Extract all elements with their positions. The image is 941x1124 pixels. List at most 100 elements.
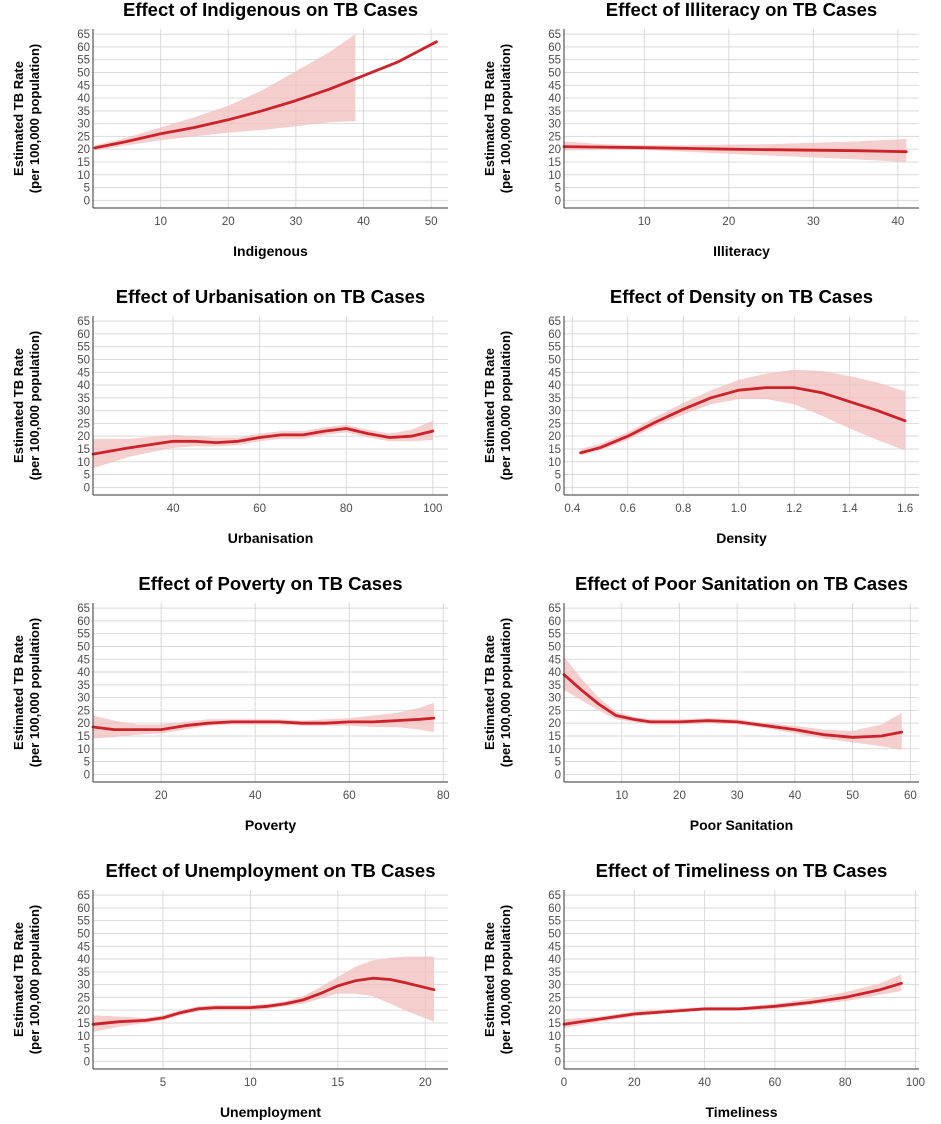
y-tick-label: 60	[77, 903, 90, 915]
confidence-band	[93, 420, 433, 469]
x-tick-label: 40	[167, 503, 180, 515]
y-tick-label: 45	[77, 941, 90, 953]
y-tick-label: 25	[77, 705, 90, 717]
y-axis-label: Estimated TB Rate(per 100,000 population…	[482, 44, 513, 194]
y-tick-label: 50	[548, 928, 561, 940]
x-tick-label: 0.6	[620, 503, 636, 515]
y-tick-label: 60	[77, 616, 90, 628]
x-tick-label: 0	[561, 1077, 567, 1089]
y-axis-label: Estimated TB Rate(per 100,000 population…	[11, 905, 42, 1055]
y-tick-label: 5	[84, 757, 90, 769]
x-tick-label: 10	[244, 1077, 257, 1089]
fitted-line	[562, 981, 903, 1026]
y-tick-label: 45	[548, 80, 561, 92]
y-tick-label: 55	[77, 55, 90, 67]
x-tick-label: 20	[673, 790, 686, 802]
y-tick-label: 55	[77, 916, 90, 928]
y-tick-label: 20	[548, 1005, 561, 1017]
y-tick-label: 5	[84, 183, 90, 195]
y-tick-label: 10	[548, 744, 561, 756]
chart-title: Effect of Illiteracy on TB Cases	[606, 0, 877, 20]
y-tick-label: 25	[548, 418, 561, 430]
y-tick-label: 10	[77, 1031, 90, 1043]
chart-title: Effect of Urbanisation on TB Cases	[116, 287, 425, 307]
fitted-line	[562, 145, 908, 154]
y-tick-label: 60	[77, 42, 90, 54]
y-tick-label: 10	[548, 170, 561, 182]
y-tick-label: 20	[77, 431, 90, 443]
x-axis-label: Poverty	[245, 817, 297, 833]
y-tick-label: 20	[77, 1005, 90, 1017]
y-tick-label: 45	[548, 367, 561, 379]
y-tick-label: 10	[77, 170, 90, 182]
y-axis-label: Estimated TB Rate(per 100,000 population…	[482, 618, 513, 768]
y-tick-label: 0	[84, 195, 90, 207]
x-tick-label: 50	[846, 790, 859, 802]
x-tick-label: 50	[425, 216, 438, 228]
x-tick-label: 1.6	[897, 503, 913, 515]
x-tick-label: 10	[154, 216, 167, 228]
y-tick-label: 10	[77, 744, 90, 756]
y-tick-label: 65	[548, 890, 561, 902]
y-tick-label: 0	[84, 482, 90, 494]
y-tick-label: 35	[77, 393, 90, 405]
y-tick-label: 65	[77, 29, 90, 41]
y-tick-label: 45	[548, 654, 561, 666]
y-tick-label: 20	[548, 718, 561, 730]
y-tick-label: 55	[548, 916, 561, 928]
x-axis-label: Indigenous	[233, 243, 308, 259]
x-tick-label: 10	[638, 216, 651, 228]
x-tick-label: 40	[249, 790, 262, 802]
y-tick-label: 40	[548, 93, 561, 105]
y-tick-label: 5	[555, 183, 561, 195]
y-tick-label: 45	[77, 367, 90, 379]
y-tick-label: 55	[548, 629, 561, 641]
chart-title: Effect of Poverty on TB Cases	[138, 574, 402, 594]
y-tick-label: 35	[548, 967, 561, 979]
x-tick-label: 20	[222, 216, 235, 228]
y-tick-label: 50	[77, 67, 90, 79]
y-tick-label: 40	[548, 954, 561, 966]
y-tick-label: 0	[555, 482, 561, 494]
x-tick-label: 1.4	[842, 503, 859, 515]
x-tick-label: 60	[768, 1077, 781, 1089]
y-tick-label: 25	[77, 131, 90, 143]
x-tick-label: 80	[340, 503, 353, 515]
x-tick-label: 30	[731, 790, 744, 802]
y-tick-label: 15	[77, 1018, 90, 1030]
y-tick-label: 50	[77, 354, 90, 366]
y-tick-label: 50	[77, 928, 90, 940]
x-tick-label: 40	[698, 1077, 711, 1089]
y-tick-label: 25	[548, 131, 561, 143]
y-axis-label: Estimated TB Rate(per 100,000 population…	[482, 331, 513, 481]
y-tick-label: 15	[77, 731, 90, 743]
x-tick-label: 5	[160, 1077, 166, 1089]
y-tick-label: 35	[77, 106, 90, 118]
y-tick-label: 0	[555, 195, 561, 207]
x-axis-label: Density	[716, 530, 767, 546]
y-tick-label: 10	[548, 1031, 561, 1043]
x-tick-label: 10	[615, 790, 628, 802]
x-axis-label: Timeliness	[705, 1104, 777, 1120]
y-tick-label: 20	[548, 431, 561, 443]
y-tick-label: 50	[77, 641, 90, 653]
x-tick-label: 0.4	[564, 503, 581, 515]
fitted-line	[579, 386, 907, 455]
y-tick-label: 65	[77, 316, 90, 328]
y-tick-label: 50	[548, 354, 561, 366]
y-tick-label: 25	[77, 418, 90, 430]
chart-title: Effect of Timeliness on TB Cases	[596, 861, 888, 881]
y-tick-label: 35	[548, 106, 561, 118]
y-tick-label: 55	[77, 342, 90, 354]
y-tick-label: 45	[77, 654, 90, 666]
y-tick-label: 50	[548, 67, 561, 79]
y-tick-label: 0	[84, 1056, 90, 1068]
y-tick-label: 15	[77, 444, 90, 456]
x-tick-label: 20	[155, 790, 168, 802]
x-tick-label: 20	[419, 1077, 432, 1089]
